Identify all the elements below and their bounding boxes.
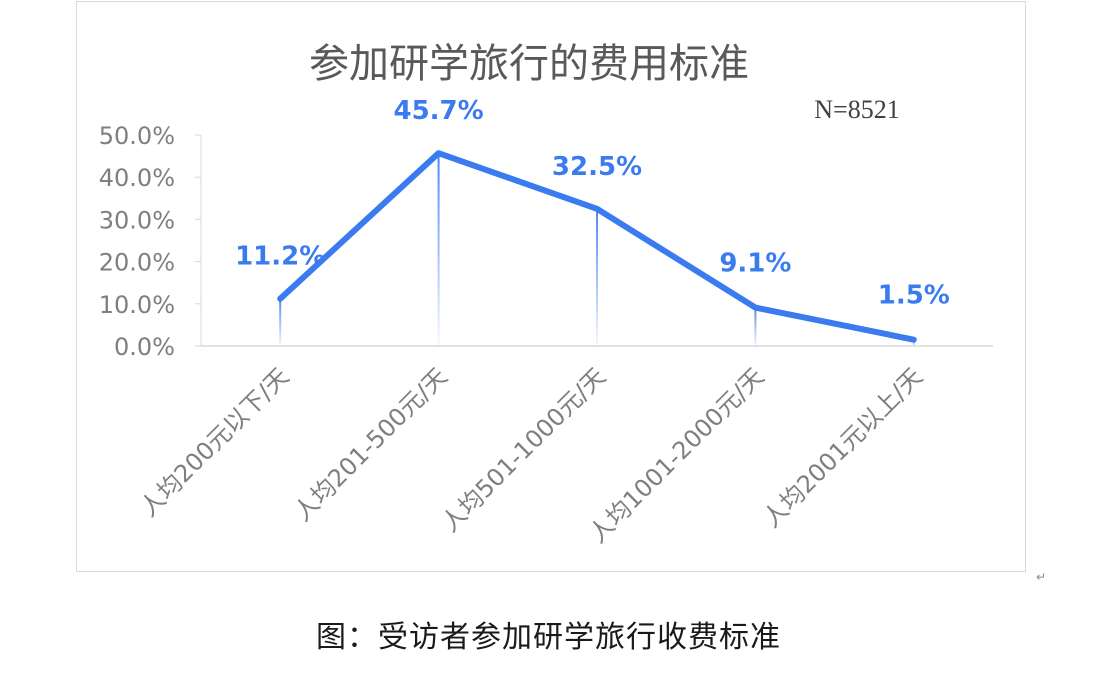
- x-tick-label: 人均200元以下/天: [135, 362, 295, 522]
- line-chart: 参加研学旅行的费用标准 N=8521 0.0% 10.0% 20.0% 30.0% 40…: [99, 41, 993, 548]
- data-point: [277, 296, 283, 302]
- x-tick-label: 人均201-500元/天: [289, 362, 453, 526]
- paragraph-mark-icon: ↵: [1036, 570, 1047, 584]
- chart-area: 参加研学旅行的费用标准 N=8521 0.0% 10.0% 20.0% 30.0% 40…: [76, 1, 1026, 572]
- y-tick-label: 50.0%: [99, 122, 175, 150]
- y-tick-label: 40.0%: [99, 164, 175, 192]
- data-point: [436, 150, 442, 156]
- y-tick-label: 10.0%: [99, 291, 175, 319]
- drop-line: [912, 339, 915, 346]
- data-point: [911, 337, 917, 343]
- data-label: 32.5%: [552, 152, 642, 182]
- figure-caption: 图：受访者参加研学旅行收费标准: [316, 620, 781, 655]
- x-tick-label: 人均2001元以上/天: [758, 362, 929, 533]
- x-tick-label: 人均1001-2000元/天: [584, 362, 770, 548]
- data-label: 9.1%: [719, 249, 791, 279]
- y-tick-label: 30.0%: [99, 206, 175, 234]
- drop-line: [437, 153, 440, 346]
- x-tick-label: 人均501-1000元/天: [436, 362, 611, 537]
- y-tick-label: 0.0%: [114, 333, 175, 361]
- y-tick-label: 20.0%: [99, 249, 175, 277]
- data-label: 11.2%: [235, 242, 325, 272]
- data-point: [594, 206, 600, 212]
- data-label: 45.7%: [393, 96, 483, 126]
- drop-line: [279, 298, 282, 346]
- sample-size-label: N=8521: [814, 95, 899, 124]
- data-point: [752, 305, 758, 311]
- chart-title: 参加研学旅行的费用标准: [309, 41, 749, 87]
- drop-line: [754, 307, 757, 346]
- drop-line: [596, 208, 598, 346]
- data-label: 1.5%: [878, 281, 950, 311]
